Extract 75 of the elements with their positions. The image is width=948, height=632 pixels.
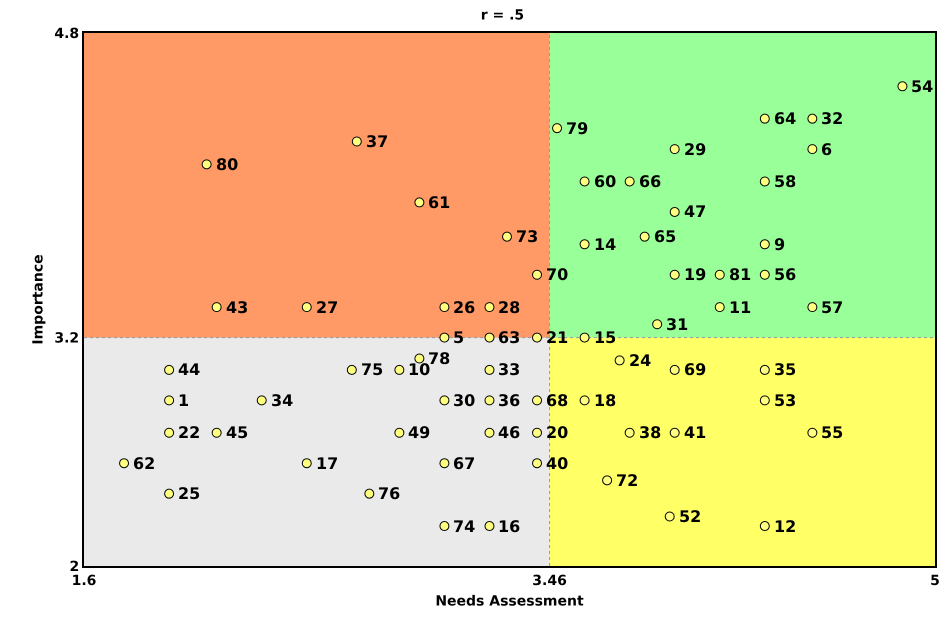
annotation: 43 xyxy=(226,298,248,317)
annotation: 10 xyxy=(408,360,430,379)
annotation: 73 xyxy=(516,227,538,246)
annotation: 38 xyxy=(639,423,662,442)
annotation: 33 xyxy=(498,360,520,379)
annotation: 19 xyxy=(684,265,706,284)
annotation: 52 xyxy=(679,507,702,526)
annotation: 34 xyxy=(271,391,294,410)
annotation: 81 xyxy=(729,265,752,284)
x-axis-title: Needs Assessment xyxy=(435,594,584,610)
annotation: 27 xyxy=(316,298,338,317)
annotation: 15 xyxy=(594,328,616,347)
annotation: 69 xyxy=(684,360,706,379)
annotation: 12 xyxy=(774,517,796,536)
annotation: 64 xyxy=(774,109,796,128)
annotation: 1 xyxy=(178,391,190,410)
annotation: 35 xyxy=(774,360,796,379)
annotation: 79 xyxy=(566,119,588,138)
annotation: 46 xyxy=(498,423,520,442)
annotation: 9 xyxy=(774,235,786,254)
annotation: 32 xyxy=(821,109,844,128)
annotation: 75 xyxy=(361,360,384,379)
annotation: 80 xyxy=(216,155,238,174)
annotation: 29 xyxy=(684,140,706,159)
annotation: 55 xyxy=(821,423,844,442)
annotation: 74 xyxy=(453,517,476,536)
annotation: 62 xyxy=(133,454,156,473)
annotation: 28 xyxy=(498,298,520,317)
annotation: 66 xyxy=(639,172,662,191)
annotation: 65 xyxy=(654,227,676,246)
annotation: 30 xyxy=(453,391,476,410)
annotation: 45 xyxy=(226,423,248,442)
annotation: 76 xyxy=(378,484,400,503)
annotation: 20 xyxy=(546,423,568,442)
annotation: 44 xyxy=(178,360,200,379)
annotation: 61 xyxy=(428,193,450,212)
annotation: 18 xyxy=(594,391,616,410)
annotation: 14 xyxy=(594,235,616,254)
y-tick-label: 4.8 xyxy=(54,26,80,42)
y-axis-title: Importance xyxy=(30,254,46,345)
y-tick-label: 3.2 xyxy=(54,330,80,346)
annotation: 58 xyxy=(774,172,796,191)
annotation: 41 xyxy=(684,423,706,442)
annotation: 16 xyxy=(498,517,520,536)
annotation: 53 xyxy=(774,391,796,410)
annotation: 6 xyxy=(821,140,832,159)
chart-title: r = .5 xyxy=(480,7,524,24)
annotation: 17 xyxy=(316,454,338,473)
annotation: 31 xyxy=(666,315,688,334)
annotation: 57 xyxy=(821,298,844,317)
annotation: 67 xyxy=(453,454,476,473)
annotation: 37 xyxy=(366,132,388,151)
annotation: 56 xyxy=(774,265,796,284)
annotation: 24 xyxy=(629,351,652,370)
y-tick-label: 2 xyxy=(69,558,80,575)
annotation: 78 xyxy=(428,349,450,368)
annotation: 49 xyxy=(408,423,430,442)
annotation: 5 xyxy=(453,328,464,347)
annotation: 11 xyxy=(729,298,752,317)
annotation: 47 xyxy=(684,202,706,221)
annotation: 36 xyxy=(498,391,520,410)
annotation: 60 xyxy=(594,172,616,191)
annotation: 21 xyxy=(546,328,568,347)
annotation: 63 xyxy=(498,328,520,347)
annotation: 25 xyxy=(178,484,200,503)
annotation: 72 xyxy=(616,471,638,490)
annotation: 22 xyxy=(178,423,200,442)
x-tick-label: 5 xyxy=(930,572,940,589)
annotation: 40 xyxy=(546,454,568,473)
annotation: 26 xyxy=(453,298,476,317)
x-tick-label: 1.6 xyxy=(72,572,96,589)
annotation: 54 xyxy=(911,77,934,96)
x-tick-label: 3.46 xyxy=(532,572,567,589)
annotation: 70 xyxy=(546,265,568,284)
annotation: 68 xyxy=(546,391,568,410)
